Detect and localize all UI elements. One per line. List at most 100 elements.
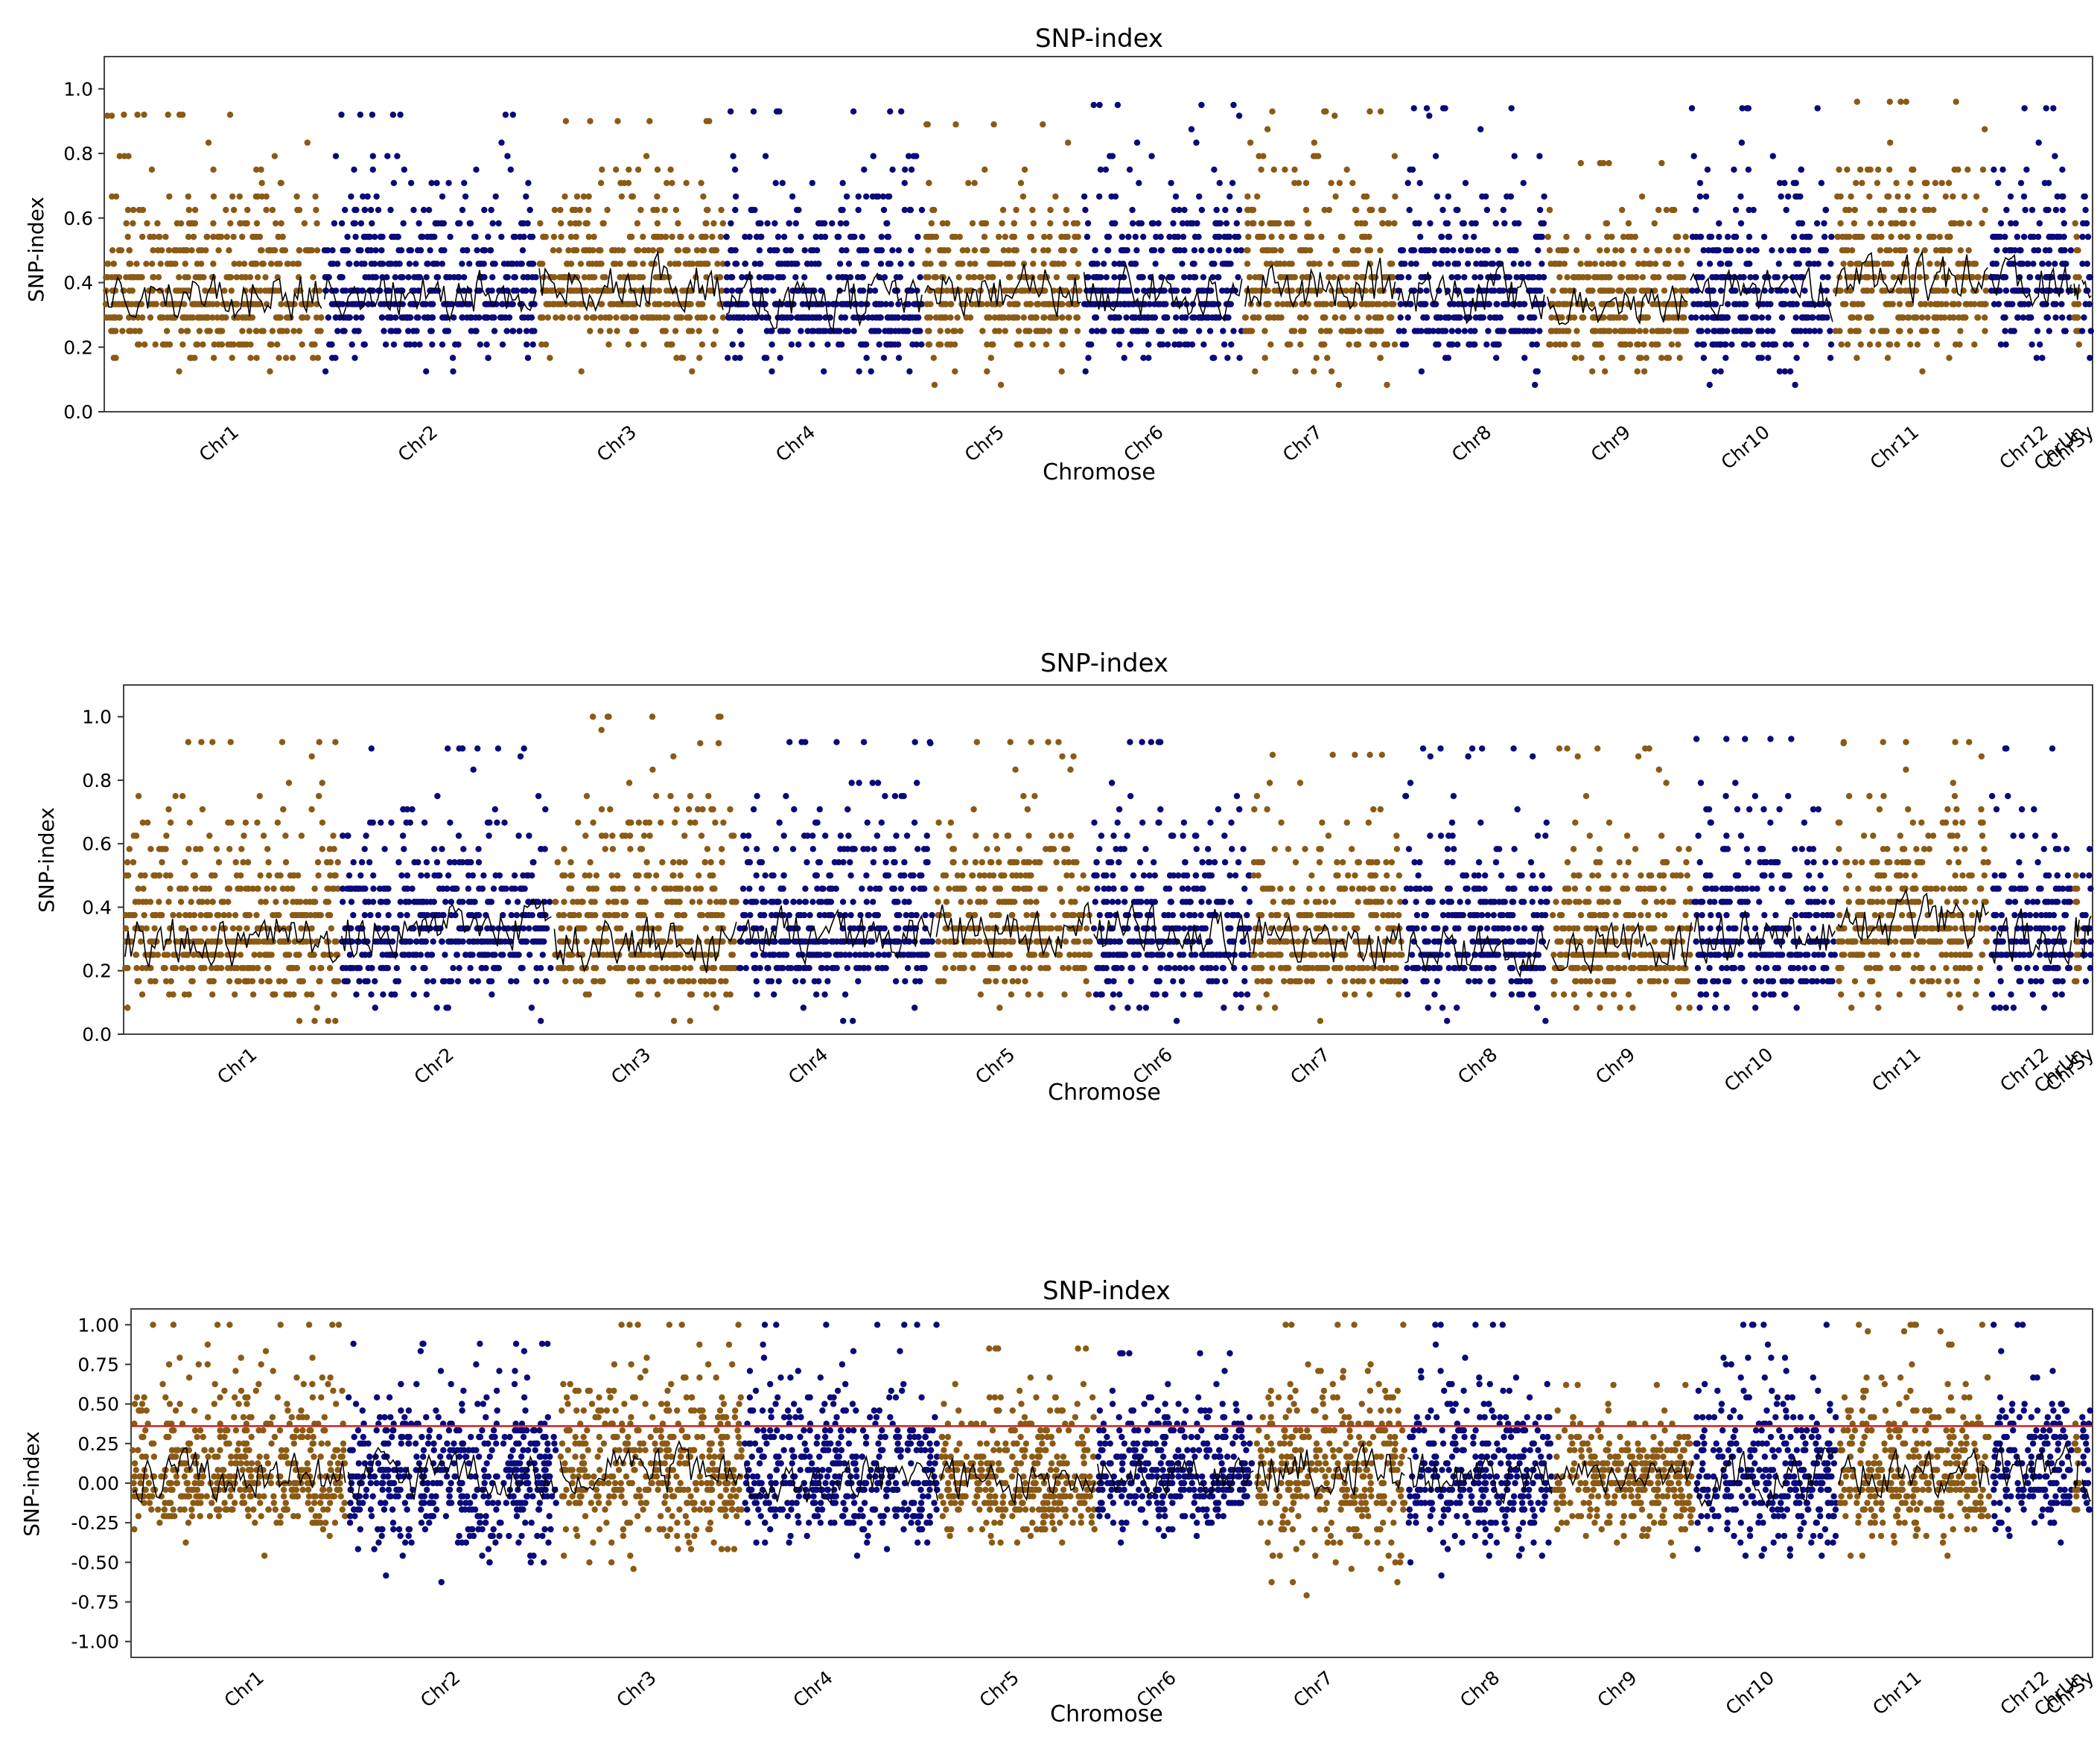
snp-point xyxy=(629,314,636,321)
snp-point xyxy=(1191,233,1199,240)
snp-point xyxy=(952,368,958,375)
snp-point xyxy=(1821,220,1827,227)
snp-point xyxy=(168,314,174,321)
snp-point xyxy=(1931,328,1938,334)
snp-point xyxy=(1684,247,1690,254)
snp-point xyxy=(1697,301,1705,308)
snp-point xyxy=(1423,287,1430,294)
snp-point xyxy=(319,780,325,786)
snp-point xyxy=(1191,314,1198,321)
snp-point xyxy=(223,206,229,214)
chromosome-points-chr12 xyxy=(1988,105,2075,361)
snp-point xyxy=(732,206,739,214)
snp-point xyxy=(1854,233,1860,240)
snp-point xyxy=(616,301,623,308)
snp-point xyxy=(242,314,249,321)
snp-point xyxy=(310,354,316,361)
snp-point xyxy=(1786,247,1793,254)
snp-point xyxy=(1291,233,1298,240)
snp-point xyxy=(2060,193,2066,200)
snp-point xyxy=(277,872,284,879)
snp-point xyxy=(489,220,496,227)
snp-point xyxy=(1059,301,1066,308)
snp-point xyxy=(1700,247,1707,254)
snp-point xyxy=(500,261,508,267)
snp-point xyxy=(1508,105,1515,112)
snp-point xyxy=(1578,354,1585,361)
snp-point xyxy=(1579,274,1586,281)
snp-point xyxy=(984,368,990,375)
snp-point xyxy=(1589,368,1596,375)
snp-point xyxy=(1865,261,1871,267)
snp-point xyxy=(754,287,761,294)
snp-point xyxy=(429,341,436,348)
snp-point xyxy=(1666,314,1673,321)
snp-point xyxy=(725,314,732,321)
snp-point xyxy=(1926,233,1933,240)
snp-point xyxy=(621,179,628,186)
snp-point xyxy=(694,314,701,321)
snp-point xyxy=(883,341,890,348)
snp-point xyxy=(389,233,395,240)
snp-point xyxy=(530,287,537,294)
snp-point xyxy=(459,261,465,267)
snp-point xyxy=(254,274,261,281)
snp-point xyxy=(2082,301,2089,308)
snp-point xyxy=(1781,368,1789,375)
snp-point xyxy=(1605,261,1611,267)
snp-point xyxy=(1082,206,1089,214)
snp-point xyxy=(2008,261,2014,267)
snp-point xyxy=(2039,354,2046,361)
snp-point xyxy=(1706,261,1714,267)
snp-point xyxy=(567,233,575,240)
snp-point xyxy=(1423,314,1430,321)
snp-point xyxy=(489,261,497,267)
snp-point xyxy=(1805,247,1812,254)
snp-point xyxy=(2052,314,2059,321)
snp-point xyxy=(385,261,392,267)
snp-point xyxy=(139,965,146,972)
snp-point xyxy=(401,166,407,173)
snp-point xyxy=(649,247,657,254)
snp-point xyxy=(1129,206,1136,214)
snp-point xyxy=(1760,233,1768,240)
snp-point xyxy=(1574,328,1580,334)
snp-point xyxy=(1612,247,1619,254)
snp-point xyxy=(1809,314,1816,321)
snp-point xyxy=(1391,153,1399,159)
snp-point xyxy=(589,287,596,294)
snp-point xyxy=(327,872,334,879)
snp-point xyxy=(614,328,620,334)
snp-point xyxy=(238,885,244,892)
snp-point xyxy=(1848,193,1854,200)
snp-point xyxy=(332,153,340,159)
snp-point xyxy=(902,328,909,334)
snp-point xyxy=(1230,328,1237,334)
snp-point xyxy=(206,832,213,839)
snp-point xyxy=(1425,328,1432,334)
snp-point xyxy=(567,220,574,227)
snp-point xyxy=(1139,274,1146,281)
snp-point xyxy=(1405,274,1412,281)
snp-point xyxy=(459,314,466,321)
snp-point xyxy=(1333,247,1340,254)
snp-point xyxy=(1807,261,1813,267)
snp-point xyxy=(1536,153,1543,159)
snp-point xyxy=(1457,247,1465,254)
snp-point xyxy=(381,328,387,334)
snp-point xyxy=(577,261,585,267)
snp-point xyxy=(337,301,343,308)
snp-point xyxy=(150,233,157,240)
snp-point xyxy=(395,247,402,254)
snp-point xyxy=(1288,261,1295,267)
snp-point xyxy=(1244,247,1250,254)
snp-point xyxy=(512,233,518,240)
snp-point xyxy=(1369,206,1375,214)
snp-point xyxy=(1438,233,1445,240)
snp-point xyxy=(149,261,156,267)
snp-point xyxy=(298,925,305,932)
snp-point xyxy=(454,274,462,281)
snp-point xyxy=(1995,301,2002,308)
snp-point xyxy=(296,247,303,254)
y-tick-label: 0.4 xyxy=(82,896,112,918)
